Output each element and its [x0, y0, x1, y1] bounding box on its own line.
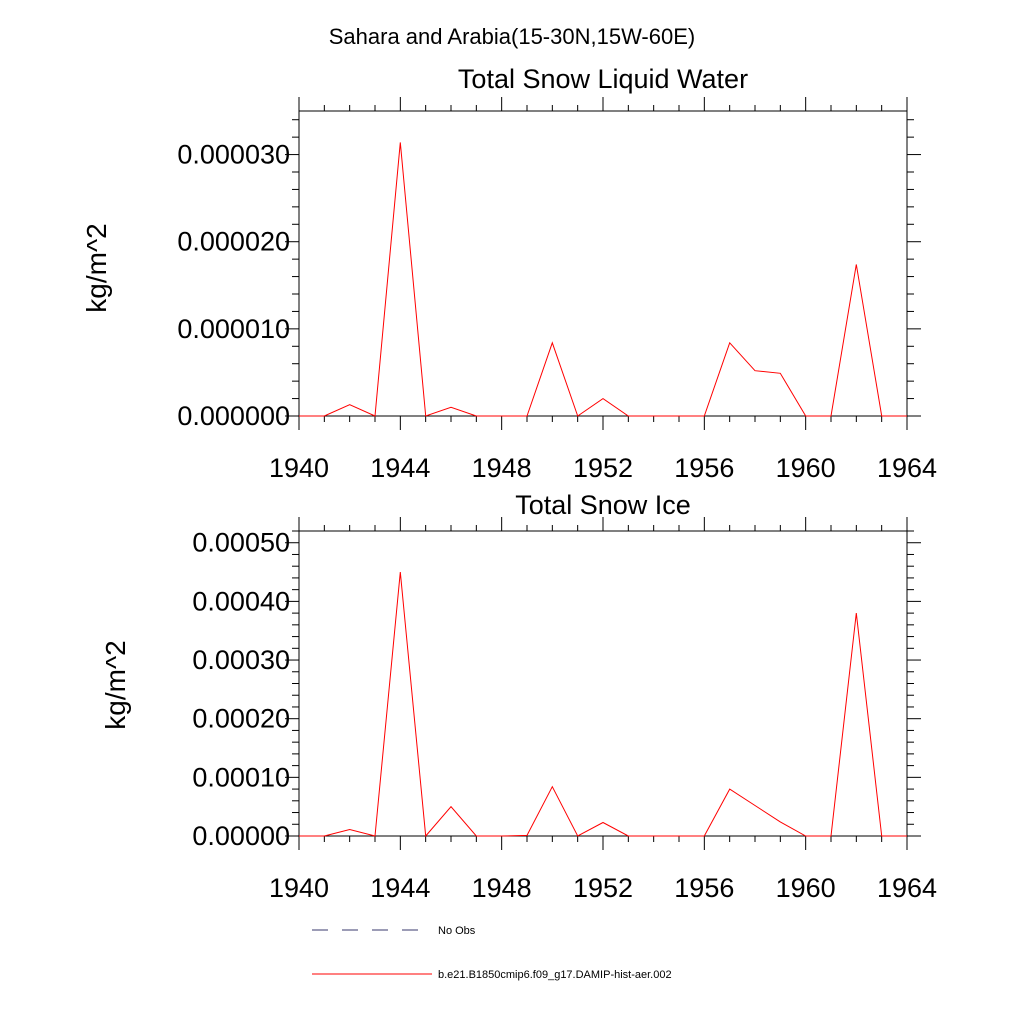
panel-title: Total Snow Liquid Water [458, 64, 748, 94]
y-tick-label: 0.000030 [177, 140, 290, 170]
x-tick-label: 1944 [370, 453, 430, 483]
x-tick-label: 1956 [674, 873, 734, 903]
panel-snow-ice: Total Snow Ice kg/m^2 1940 1944 1948 1952 19… [100, 490, 937, 903]
x-tick-label: 1952 [573, 873, 633, 903]
y-tick-label: 0.00000 [192, 821, 290, 851]
axis-ticks [285, 97, 921, 430]
x-tick-label: 1960 [776, 873, 836, 903]
plot-frame [298, 530, 908, 837]
panel-snow-liquid-water: Total Snow Liquid Water kg/m^2 1940 1944 1… [81, 64, 937, 483]
x-tick-label: 1960 [776, 453, 836, 483]
legend-label-no-obs: No Obs [438, 925, 476, 937]
y-tick-label: 0.00040 [192, 586, 290, 616]
y-tick-label: 0.00030 [192, 645, 290, 675]
x-tick-label: 1964 [877, 453, 937, 483]
y-tick-label: 0.00020 [192, 704, 290, 734]
y-axis-label: kg/m^2 [81, 223, 112, 312]
panel-title: Total Snow Ice [515, 490, 691, 520]
axis-tick-labels: 1940 1944 1948 1952 1956 1960 1964 0.000000 0.00… [177, 140, 937, 483]
x-tick-label: 1948 [472, 453, 532, 483]
axis-tick-labels: 1940 1944 1948 1952 1956 1960 1964 0.00000 0.000… [192, 528, 937, 903]
y-tick-label: 0.000020 [177, 227, 290, 257]
x-tick-label: 1940 [269, 453, 329, 483]
axis-ticks [285, 517, 921, 850]
figure-main-title: Sahara and Arabia(15-30N,15W-60E) [329, 24, 695, 49]
legend-label-hist-aer: b.e21.B1850cmip6.f09_g17.DAMIP-hist-aer.… [438, 969, 672, 981]
x-tick-label: 1952 [573, 453, 633, 483]
x-tick-label: 1940 [269, 873, 329, 903]
y-axis-label: kg/m^2 [100, 640, 131, 729]
y-tick-label: 0.00010 [192, 762, 290, 792]
y-tick-label: 0.000010 [177, 314, 290, 344]
y-tick-label: 0.000000 [177, 401, 290, 431]
x-tick-label: 1948 [472, 873, 532, 903]
series-line-hist-aer [299, 142, 907, 417]
series-line-hist-aer [299, 572, 907, 838]
x-tick-label: 1964 [877, 873, 937, 903]
x-tick-label: 1944 [370, 873, 430, 903]
x-tick-label: 1956 [674, 453, 734, 483]
plot-frame [298, 110, 908, 417]
legend: No Obs b.e21.B1850cmip6.f09_g17.DAMIP-hi… [312, 925, 672, 981]
y-tick-label: 0.00050 [192, 528, 290, 558]
